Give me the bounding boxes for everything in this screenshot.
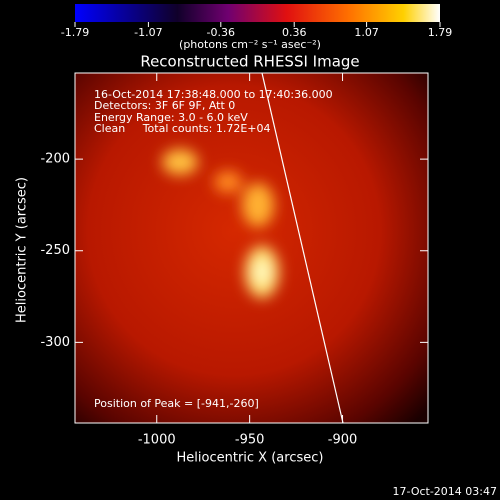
plot-frame <box>74 72 429 424</box>
y-axis-label: Heliocentric Y (arcsec) <box>15 177 30 323</box>
chart-title: Reconstructed RHESSI Image <box>140 53 359 71</box>
image <box>75 73 428 423</box>
colorbar-tick-label: 0.36 <box>282 26 307 39</box>
x-tick-label: -1000 <box>138 433 176 448</box>
y-tick-label: -200 <box>40 152 70 167</box>
annotation: 16-Oct-2014 17:38:48.000 to 17:40:36.000 <box>94 88 333 101</box>
colorbar <box>75 4 440 22</box>
colorbar-label: (photons cm⁻² s⁻¹ asec⁻²) <box>179 38 321 51</box>
annotation: Clean Total counts: 1.72E+04 <box>94 122 271 135</box>
x-axis-label: Heliocentric X (arcsec) <box>177 451 324 466</box>
x-tick-label: -950 <box>235 433 265 448</box>
annotation: Energy Range: 3.0 - 6.0 keV <box>94 111 248 124</box>
footer: 17-Oct-2014 03:47 <box>393 485 497 498</box>
colorbar-tick-label: -0.36 <box>207 26 235 39</box>
y-tick-label: -300 <box>40 335 70 350</box>
colorbar-tick-label: -1.07 <box>134 26 162 39</box>
annotation: Detectors: 3F 6F 9F, Att 0 <box>94 99 235 112</box>
colorbar-tick-label: -1.79 <box>61 26 89 39</box>
peak-label: Position of Peak = [-941,-260] <box>94 397 259 410</box>
y-tick-label: -250 <box>40 243 70 258</box>
x-tick-label: -900 <box>328 433 358 448</box>
colorbar-tick-label: 1.07 <box>354 26 379 39</box>
colorbar-tick-label: 1.79 <box>428 26 453 39</box>
